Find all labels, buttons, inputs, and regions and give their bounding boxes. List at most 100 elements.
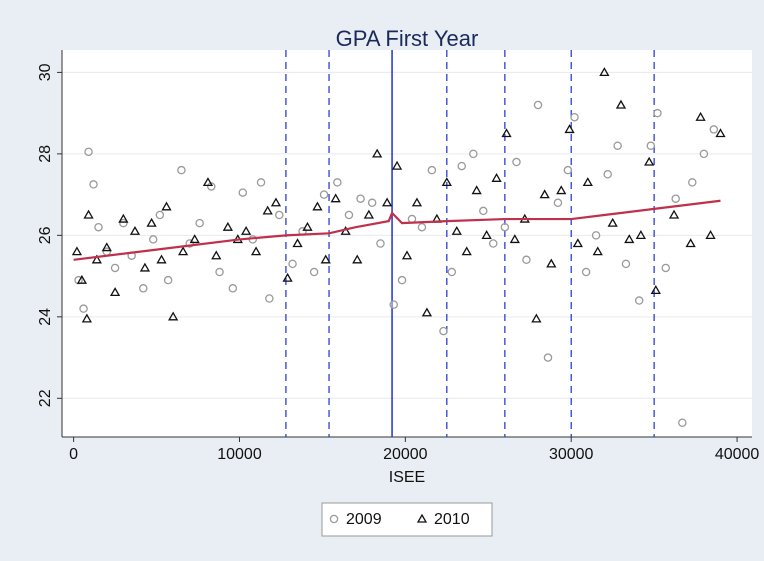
point [71,246,83,256]
point [570,112,579,122]
point [275,210,284,220]
point [695,111,706,121]
point [333,178,342,187]
point [715,128,726,138]
point [119,218,128,228]
point [101,242,112,252]
x-tick-label: 0 [69,446,78,463]
y-tick-label: 26 [37,226,54,244]
point [207,182,216,191]
point [256,178,266,187]
point [563,165,573,175]
point [372,148,383,158]
point [363,209,374,219]
point [553,198,563,208]
point [376,239,385,248]
point [439,326,448,336]
point [401,250,413,260]
point [356,194,365,203]
point [344,210,354,220]
point [320,254,331,264]
legend-marker [416,513,428,523]
point [699,149,709,159]
point [381,197,393,207]
point [155,210,165,220]
point [211,250,222,260]
point [661,263,671,273]
point [491,173,502,182]
point [168,311,179,321]
y-tick-label: 28 [37,145,54,163]
point [461,246,472,256]
point [421,307,433,317]
point [678,418,687,427]
y-tick-label: 30 [37,63,54,81]
y-tick-label: 22 [37,389,54,407]
point [202,177,214,187]
point [543,353,553,362]
point [411,197,423,207]
point [635,230,646,240]
point [488,239,498,248]
point [292,238,303,248]
point [685,238,696,248]
point [621,259,631,269]
point [582,177,593,187]
point [109,287,121,297]
point [195,218,204,228]
point [89,180,98,189]
point [522,255,531,265]
point [501,128,512,138]
point [469,149,478,159]
point [240,225,252,235]
point [481,230,492,240]
point [572,238,583,248]
point [457,161,466,171]
point [592,246,603,256]
point [668,209,680,219]
point [282,272,293,282]
point [79,304,88,313]
point [265,294,274,303]
point [177,165,186,175]
point [624,234,635,244]
point [319,190,329,199]
point [671,194,680,203]
point [163,275,173,285]
point [705,230,716,240]
legend-box [321,502,493,537]
point [451,225,462,235]
x-axis-label: ISEE [389,469,425,486]
point [591,231,601,240]
point [650,285,661,294]
y-tick-label: 24 [37,308,54,326]
point [427,165,437,175]
point [546,258,557,268]
point [581,267,591,277]
point [84,147,93,157]
point [397,275,407,285]
point [688,178,697,187]
point [615,99,627,109]
point [238,188,248,197]
point [441,177,452,187]
point [447,267,457,277]
point [512,157,521,167]
point [709,125,719,134]
point [94,222,103,232]
x-tick-label: 10000 [217,446,262,463]
point [288,259,297,269]
point [139,262,151,272]
point [262,205,273,215]
point [352,254,363,264]
point [556,185,567,195]
point [156,254,167,264]
legend-label: 2010 [434,511,470,528]
point [83,209,94,219]
point [644,156,655,166]
point [309,267,319,277]
fit-line [73,199,721,261]
legend-marker [329,514,339,524]
x-tick-label: 40000 [715,446,760,463]
